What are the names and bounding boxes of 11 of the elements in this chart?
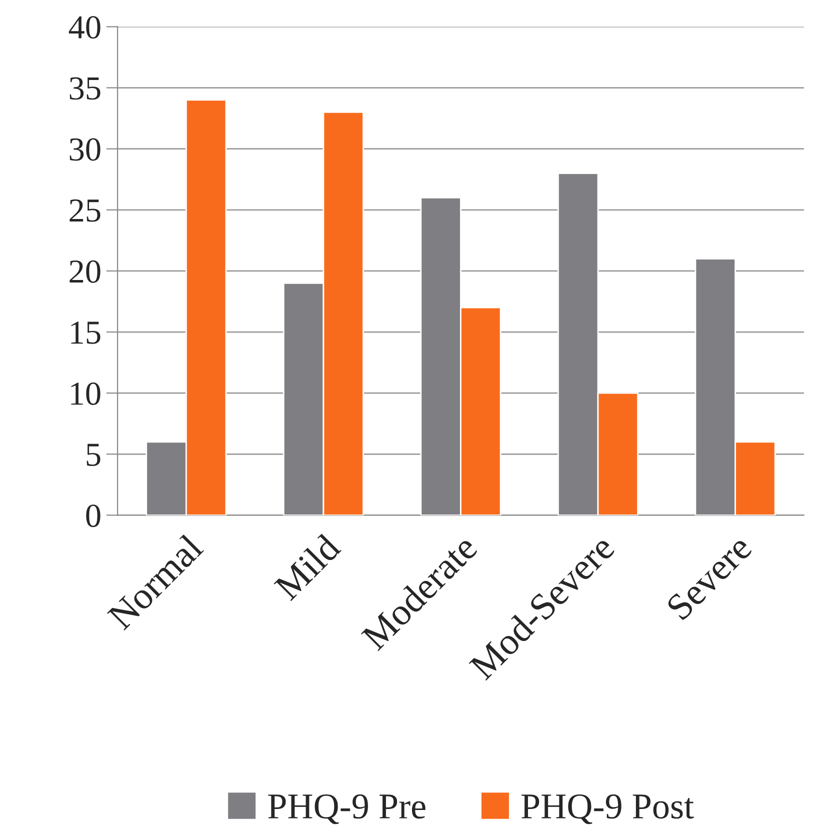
y-tick-label: 20 [70, 260, 100, 283]
legend-label: PHQ-9 Post [522, 794, 694, 824]
y-tick-label: 25 [70, 199, 100, 222]
y-tick-label: 15 [71, 322, 100, 344]
y-tick-label: 0 [86, 504, 100, 528]
y-tick-label: 5 [86, 444, 100, 466]
y-tick-label: 40 [68, 16, 100, 39]
legend-label: PHQ-9 Pre [268, 794, 426, 824]
y-tick-label: 30 [70, 138, 100, 161]
y-tick-label: 35 [70, 77, 100, 100]
y-tick-label: 10 [71, 382, 100, 405]
